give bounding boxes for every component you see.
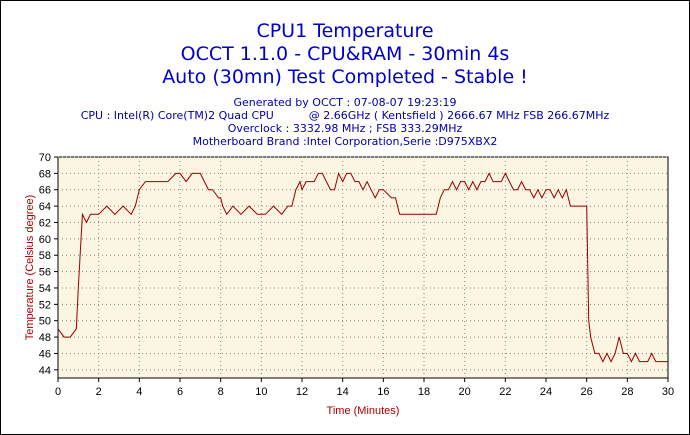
- y-tick-label: 70: [39, 152, 51, 164]
- info-overclock: Overclock : 3332.98 MHz ; FSB 333.29MHz: [227, 122, 463, 135]
- plot-area: [57, 156, 669, 379]
- y-tick-label: 46: [39, 348, 51, 360]
- x-tick-label: 4: [136, 386, 142, 398]
- x-tick-label: 2: [96, 386, 102, 398]
- x-tick-label: 8: [218, 386, 224, 398]
- y-tick-label: 54: [39, 283, 51, 295]
- x-tick-label: 30: [662, 386, 674, 398]
- info-cpu: CPU : Intel(R) Core(TM)2 Quad CPU @ 2.66…: [80, 109, 610, 122]
- temperature-series-line: [57, 171, 668, 363]
- chart-title-line-3: Auto (30mn) Test Completed - Stable !: [162, 66, 528, 88]
- grid-lines: [58, 156, 668, 378]
- y-axis-label: Temperature (Celsius degree): [24, 195, 36, 341]
- x-tick-label: 18: [418, 386, 430, 398]
- x-tick-label: 12: [296, 386, 308, 398]
- y-tick-label: 64: [39, 201, 51, 213]
- x-tick-label: 10: [255, 386, 267, 398]
- y-tick-label: 62: [39, 217, 51, 229]
- y-tick-label: 66: [39, 185, 51, 197]
- y-tick-label: 56: [39, 267, 51, 279]
- y-tick-label: 52: [39, 299, 51, 311]
- y-tick-label: 50: [39, 316, 51, 328]
- x-tick-label: 6: [177, 386, 183, 398]
- y-tick-label: 58: [39, 250, 51, 262]
- y-tick-label: 44: [39, 365, 51, 377]
- y-tick-label: 60: [39, 234, 51, 246]
- x-tick-label: 0: [55, 386, 61, 398]
- chart-title-line-2: OCCT 1.1.0 - CPU&RAM - 30min 4s: [180, 43, 510, 65]
- info-generated: Generated by OCCT : 07-08-07 19:23:19: [233, 96, 457, 109]
- x-tick-label: 20: [459, 386, 471, 398]
- x-tick-label: 28: [621, 386, 633, 398]
- info-motherboard: Motherboard Brand :Intel Corporation,Ser…: [192, 135, 498, 148]
- x-tick-label: 16: [377, 386, 389, 398]
- y-tick-label: 48: [39, 332, 51, 344]
- x-tick-label: 24: [540, 386, 552, 398]
- x-tick-label: 14: [337, 386, 349, 398]
- chart-title-line-1: CPU1 Temperature: [256, 20, 434, 42]
- x-tick-label: 22: [499, 386, 511, 398]
- x-tick-label: 26: [581, 386, 593, 398]
- y-tick-label: 68: [39, 168, 51, 180]
- x-axis-label: Time (Minutes): [327, 405, 400, 417]
